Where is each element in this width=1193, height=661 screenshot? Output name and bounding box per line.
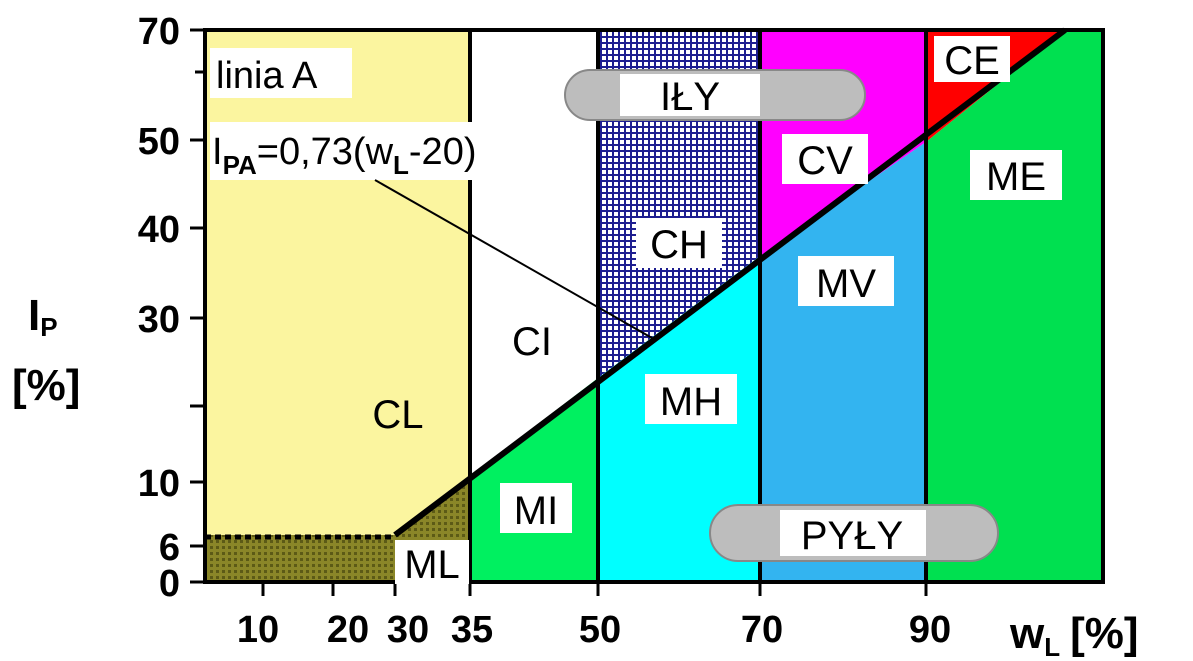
y-tick-40: 40 (138, 209, 180, 251)
y-tick-30: 30 (138, 299, 180, 341)
silts-group-label: PYŁY (801, 514, 903, 558)
clays-group-label: IŁY (660, 75, 720, 119)
x-tick-20: 20 (327, 609, 369, 651)
y-tick-0: 0 (159, 563, 180, 605)
zone-label-mi-box (500, 483, 572, 533)
y-tick-6: 6 (159, 527, 180, 569)
zone-label-ml-box (395, 540, 469, 584)
zone-label-ce-box (934, 36, 1010, 82)
zone-label-ch-box (636, 218, 722, 268)
x-tick-70: 70 (741, 609, 783, 651)
svg-text:IP: IP (28, 291, 58, 342)
y-tick-70: 70 (138, 11, 180, 53)
zone-label-ci: CI (512, 320, 552, 364)
y-axis (190, 28, 205, 584)
zone-label-mi: MI (514, 489, 558, 533)
zone-label-mv-box (798, 256, 894, 306)
zone-mv-fill (760, 142, 926, 582)
x-tick-35: 35 (451, 609, 493, 651)
zone-label-cl: CL (372, 393, 423, 437)
zone-label-ce: CE (944, 39, 1000, 83)
silts-group-label-box (780, 510, 926, 556)
zone-label-me: ME (986, 155, 1046, 199)
svg-text:[%]: [%] (12, 361, 80, 410)
x-axis (261, 582, 928, 596)
a-line-title: linia A (216, 55, 318, 97)
zone-label-me-box (970, 150, 1062, 200)
clays-group-label-box (620, 74, 760, 116)
a-line-formula-box (210, 122, 568, 180)
zone-label-cv-box (782, 134, 868, 184)
x-axis-title: wL [%] (1009, 609, 1139, 661)
x-tick-30: 30 (387, 609, 429, 651)
zone-label-ml: ML (404, 543, 460, 587)
plot-frame (203, 28, 1105, 584)
zone-label-cv: CV (797, 139, 853, 183)
a-line (393, 27, 1067, 538)
x-tick-50: 50 (579, 609, 621, 651)
svg-text:wL[%]: wL [%] (1009, 609, 1139, 661)
zone-label-ch: CH (650, 223, 708, 267)
a-line-formula: IPA=0,73(wL-20) (212, 131, 476, 180)
zone-label-mh: MH (660, 380, 722, 424)
x-tick-10: 10 (237, 609, 279, 651)
a-line-pointer (374, 179, 653, 339)
x-tick-90: 90 (909, 609, 951, 651)
a-line-title-box (210, 48, 352, 98)
zone-label-mh-box (645, 374, 737, 424)
zone-cl-low-fill (205, 458, 470, 535)
y-tick-50: 50 (138, 121, 180, 163)
zone-label-mv: MV (816, 262, 876, 306)
y-tick-10: 10 (138, 463, 180, 505)
y-axis-title: IP [%] (12, 291, 80, 410)
